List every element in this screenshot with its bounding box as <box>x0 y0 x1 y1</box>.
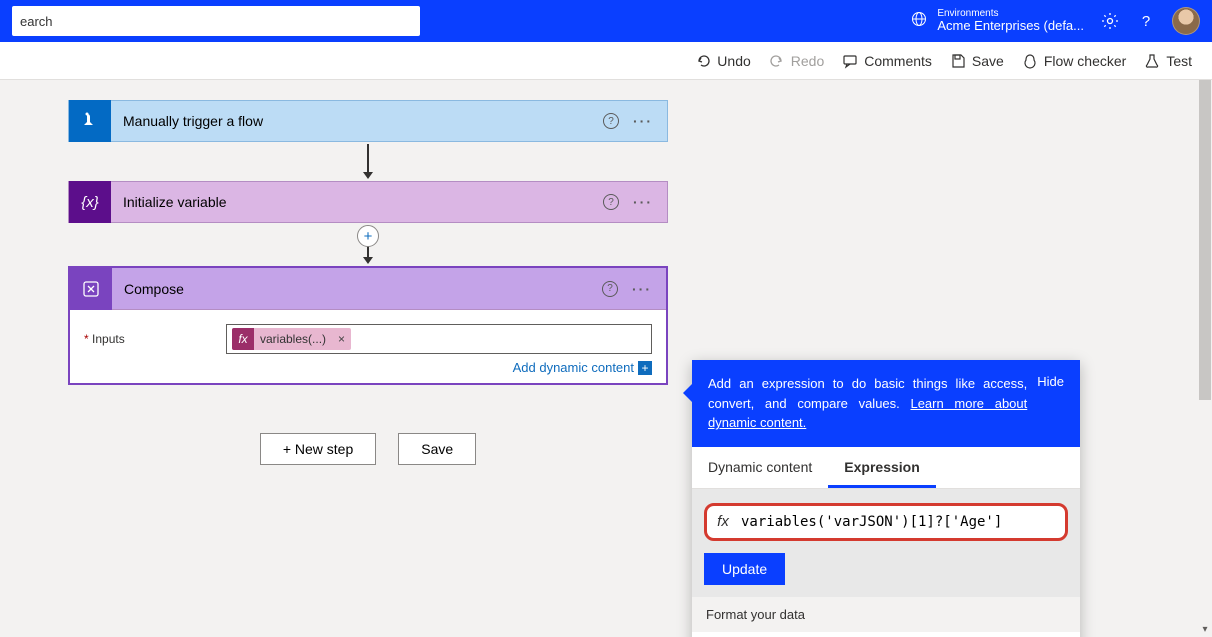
help-icon[interactable]: ? <box>1136 11 1156 31</box>
comments-icon <box>842 53 858 69</box>
trigger-card[interactable]: Manually trigger a flow ? ··· <box>68 100 668 142</box>
test-icon <box>1144 53 1160 69</box>
globe-icon <box>911 11 927 32</box>
header-right: Environments Acme Enterprises (defa... ? <box>911 7 1200 35</box>
vertical-scrollbar[interactable]: ▾ <box>1198 80 1212 637</box>
compose-title: Compose <box>112 281 602 297</box>
more-icon[interactable]: ··· <box>632 281 652 297</box>
search-text: earch <box>20 14 53 29</box>
more-icon[interactable]: ··· <box>633 194 653 210</box>
save-flow-button[interactable]: Save <box>398 433 476 465</box>
test-label: Test <box>1166 53 1192 69</box>
expression-token[interactable]: fx variables(...) × <box>232 328 351 350</box>
tab-expression[interactable]: Expression <box>828 447 935 488</box>
flow-column: Manually trigger a flow ? ··· {x} Initia… <box>68 100 668 465</box>
format-by-examples-item[interactable]: A Format data by examples <box>692 632 1080 637</box>
connector-arrow <box>68 144 668 179</box>
new-step-button[interactable]: + New step <box>260 433 376 465</box>
toolbar: Undo Redo Comments Save Flow checker Tes… <box>0 42 1212 80</box>
hide-button[interactable]: Hide <box>1037 374 1064 433</box>
help-icon[interactable]: ? <box>603 194 619 210</box>
expression-header: Add an expression to do basic things lik… <box>692 360 1080 447</box>
trigger-icon <box>69 100 111 142</box>
add-step-icon[interactable]: + <box>357 225 379 247</box>
compose-card: Compose ? ··· * Inputs fx variables(...)… <box>68 266 668 385</box>
redo-button[interactable]: Redo <box>769 53 824 69</box>
redo-icon <box>769 53 785 69</box>
scroll-down-icon[interactable]: ▾ <box>1198 621 1212 637</box>
help-icon[interactable]: ? <box>602 281 618 297</box>
compose-header[interactable]: Compose ? ··· <box>70 268 666 310</box>
more-icon[interactable]: ··· <box>633 113 653 129</box>
flow-checker-icon <box>1022 53 1038 69</box>
connector-arrow-plus: + <box>68 225 668 264</box>
user-avatar[interactable] <box>1172 7 1200 35</box>
tab-dynamic-content[interactable]: Dynamic content <box>692 447 828 488</box>
expression-tabs: Dynamic content Expression <box>692 447 1080 489</box>
test-button[interactable]: Test <box>1144 53 1192 69</box>
svg-text:?: ? <box>1142 13 1150 30</box>
comments-label: Comments <box>864 53 932 69</box>
init-variable-title: Initialize variable <box>111 194 603 210</box>
env-name: Acme Enterprises (defa... <box>937 19 1084 34</box>
save-label: Save <box>972 53 1004 69</box>
undo-icon <box>695 53 711 69</box>
scrollbar-thumb[interactable] <box>1199 80 1211 400</box>
flow-canvas[interactable]: Manually trigger a flow ? ··· {x} Initia… <box>0 80 1198 637</box>
update-button[interactable]: Update <box>704 553 785 585</box>
inputs-label: * Inputs <box>84 324 214 346</box>
trigger-title: Manually trigger a flow <box>111 113 603 129</box>
inputs-field[interactable]: fx variables(...) × <box>226 324 652 354</box>
compose-icon <box>70 268 112 310</box>
token-text: variables(...) <box>254 332 332 346</box>
flow-checker-button[interactable]: Flow checker <box>1022 53 1126 69</box>
save-button[interactable]: Save <box>950 53 1004 69</box>
expression-input-row: fx <box>704 503 1068 541</box>
token-remove-icon[interactable]: × <box>332 332 351 346</box>
compose-body: * Inputs fx variables(...) × Add dynamic… <box>70 310 666 383</box>
comments-button[interactable]: Comments <box>842 53 932 69</box>
bottom-buttons: + New step Save <box>68 433 668 465</box>
format-header: Format your data <box>692 597 1080 632</box>
app-header: earch Environments Acme Enterprises (def… <box>0 0 1212 42</box>
fx-icon: fx <box>232 328 254 350</box>
redo-label: Redo <box>791 53 824 69</box>
plus-icon: + <box>638 361 652 375</box>
environment-picker[interactable]: Environments Acme Enterprises (defa... <box>911 8 1084 34</box>
help-icon[interactable]: ? <box>603 113 619 129</box>
save-icon <box>950 53 966 69</box>
expression-panel: Add an expression to do basic things lik… <box>692 360 1080 637</box>
search-input[interactable]: earch <box>12 6 420 36</box>
flow-checker-label: Flow checker <box>1044 53 1126 69</box>
fx-icon: fx <box>709 513 737 530</box>
settings-icon[interactable] <box>1100 11 1120 31</box>
expression-header-text: Add an expression to do basic things lik… <box>708 374 1027 433</box>
add-dynamic-content-link[interactable]: Add dynamic content+ <box>84 360 652 375</box>
panel-pointer <box>683 384 692 402</box>
undo-button[interactable]: Undo <box>695 53 750 69</box>
variable-icon: {x} <box>69 181 111 223</box>
expression-input[interactable] <box>737 508 1063 536</box>
undo-label: Undo <box>717 53 750 69</box>
expression-input-area: fx Update <box>692 489 1080 597</box>
init-variable-card[interactable]: {x} Initialize variable ? ··· <box>68 181 668 223</box>
